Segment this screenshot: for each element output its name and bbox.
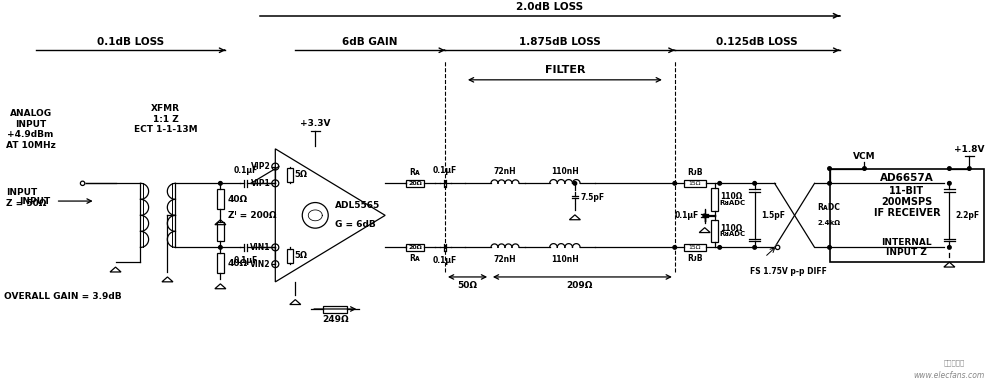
Text: www.elecfans.com: www.elecfans.com xyxy=(913,371,984,380)
Text: Rᴀ: Rᴀ xyxy=(410,254,421,263)
Circle shape xyxy=(863,167,866,170)
Text: 15Ω: 15Ω xyxy=(688,245,701,250)
Bar xyxy=(683,180,705,187)
Text: FILTER: FILTER xyxy=(545,65,585,75)
Text: VIN1: VIN1 xyxy=(250,243,270,252)
Text: 2.2pF: 2.2pF xyxy=(956,211,980,220)
Circle shape xyxy=(776,245,780,249)
Bar xyxy=(323,306,347,313)
Text: 0.1μF: 0.1μF xyxy=(675,211,698,220)
Text: Rᴀ: Rᴀ xyxy=(410,168,421,177)
Text: RᴊB: RᴊB xyxy=(687,168,702,177)
Text: 40Ω: 40Ω xyxy=(227,259,247,268)
Circle shape xyxy=(947,167,951,170)
Circle shape xyxy=(827,181,831,185)
Text: 72nH: 72nH xyxy=(494,167,516,176)
Text: VIP2: VIP2 xyxy=(251,162,270,171)
Text: G = 6dB: G = 6dB xyxy=(335,220,376,229)
Text: +3.3V: +3.3V xyxy=(300,119,330,128)
Text: 110Ω: 110Ω xyxy=(719,192,742,201)
Text: OVERALL GAIN = 3.9dB: OVERALL GAIN = 3.9dB xyxy=(4,292,121,301)
Text: 2.0dB LOSS: 2.0dB LOSS xyxy=(517,2,583,12)
Circle shape xyxy=(80,181,84,185)
Text: XFMR
1:1 Z
ECT 1-1-13M: XFMR 1:1 Z ECT 1-1-13M xyxy=(134,104,197,134)
Text: AD6657A: AD6657A xyxy=(880,174,933,183)
Bar xyxy=(288,168,294,182)
Text: ADL5565: ADL5565 xyxy=(335,201,381,210)
Text: RᴊB: RᴊB xyxy=(687,254,702,263)
Circle shape xyxy=(967,167,971,170)
Bar xyxy=(683,244,705,251)
Circle shape xyxy=(827,246,831,249)
Text: INPUT: INPUT xyxy=(20,197,51,206)
Text: VCM: VCM xyxy=(853,152,876,161)
Circle shape xyxy=(218,246,222,249)
Text: RᴚADC: RᴚADC xyxy=(719,199,746,206)
Circle shape xyxy=(673,246,677,249)
Circle shape xyxy=(718,246,721,249)
Text: Zᴵ = 200Ω: Zᴵ = 200Ω xyxy=(228,211,277,220)
Bar xyxy=(406,180,425,187)
Text: 6dB GAIN: 6dB GAIN xyxy=(342,37,398,47)
Text: 0.125dB LOSS: 0.125dB LOSS xyxy=(716,37,798,47)
Text: 0.1μF: 0.1μF xyxy=(233,256,258,265)
Circle shape xyxy=(718,181,721,185)
Text: 0.1μF: 0.1μF xyxy=(433,166,457,175)
Circle shape xyxy=(673,181,677,185)
Text: FS 1.75V p-p DIFF: FS 1.75V p-p DIFF xyxy=(750,267,826,276)
Text: 20Ω: 20Ω xyxy=(408,181,422,186)
Text: RᴚADC: RᴚADC xyxy=(719,231,746,237)
Text: 0.1dB LOSS: 0.1dB LOSS xyxy=(97,37,164,47)
Text: ANALOG
INPUT
+4.9dBm
AT 10MHz: ANALOG INPUT +4.9dBm AT 10MHz xyxy=(6,109,56,150)
Text: +1.8V: +1.8V xyxy=(954,145,985,154)
Bar xyxy=(829,169,984,262)
Circle shape xyxy=(753,181,757,185)
Text: VIN2: VIN2 xyxy=(250,260,270,269)
Text: VIP1: VIP1 xyxy=(251,179,270,188)
Bar xyxy=(711,220,718,242)
Bar xyxy=(217,253,224,273)
Text: 40Ω: 40Ω xyxy=(227,195,247,204)
Text: 110nH: 110nH xyxy=(551,167,578,176)
Bar xyxy=(711,188,718,211)
Text: 209Ω: 209Ω xyxy=(566,281,593,290)
Text: RᴀDC: RᴀDC xyxy=(817,203,840,212)
Text: 1.875dB LOSS: 1.875dB LOSS xyxy=(519,37,601,47)
Circle shape xyxy=(947,181,951,185)
Bar xyxy=(288,249,294,263)
Bar xyxy=(406,244,425,251)
Text: 249Ω: 249Ω xyxy=(322,316,348,325)
Text: 0.1μF: 0.1μF xyxy=(233,166,258,175)
Text: 20Ω: 20Ω xyxy=(408,245,422,250)
Text: 200MSPS: 200MSPS xyxy=(881,197,932,207)
Bar xyxy=(217,222,224,242)
Text: 7.5pF: 7.5pF xyxy=(581,193,605,202)
Text: INPUT
Z = 50Ω: INPUT Z = 50Ω xyxy=(6,188,46,208)
Text: 5Ω: 5Ω xyxy=(295,251,308,260)
Text: 电子发烧友: 电子发烧友 xyxy=(943,359,965,366)
Text: 110nH: 110nH xyxy=(551,255,578,264)
Circle shape xyxy=(947,246,951,249)
Text: 50Ω: 50Ω xyxy=(457,281,477,290)
Text: 5Ω: 5Ω xyxy=(295,170,308,179)
Text: INTERNAL
INPUT Z: INTERNAL INPUT Z xyxy=(882,238,932,257)
Circle shape xyxy=(703,214,706,218)
Text: 0.1μF: 0.1μF xyxy=(433,256,457,265)
Circle shape xyxy=(827,167,831,170)
Text: 11-BIT: 11-BIT xyxy=(890,186,925,196)
Text: IF RECEIVER: IF RECEIVER xyxy=(874,208,940,218)
Text: 110Ω: 110Ω xyxy=(719,224,742,233)
Text: 2.4kΩ: 2.4kΩ xyxy=(817,220,841,226)
Text: 72nH: 72nH xyxy=(494,255,516,264)
Circle shape xyxy=(218,181,222,185)
Circle shape xyxy=(573,181,576,185)
Text: 15Ω: 15Ω xyxy=(688,181,701,186)
Circle shape xyxy=(753,246,757,249)
Text: 1.5pF: 1.5pF xyxy=(761,211,785,220)
Bar xyxy=(217,189,224,209)
